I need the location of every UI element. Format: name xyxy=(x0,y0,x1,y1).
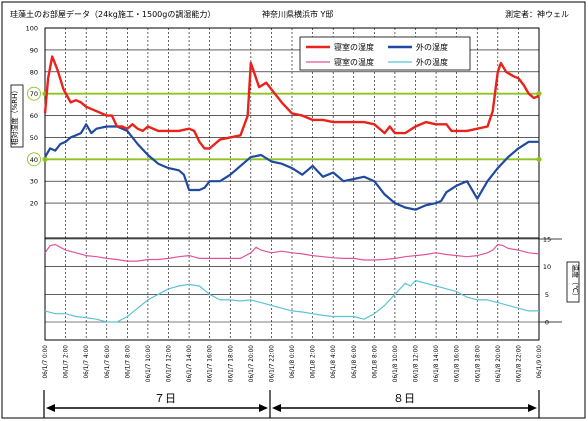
day7-arrow xyxy=(46,404,268,412)
x-tick-label: 06/1/8 14:00 xyxy=(434,345,440,383)
x-tick-label: 06/1/8 10:00 xyxy=(393,345,399,383)
highlight-ring xyxy=(27,152,41,167)
series-line-outdoor-temperature xyxy=(44,279,539,323)
chart-title: 珪藻土のお部屋データ（24kg施工・1500gの調湿能力） xyxy=(10,9,215,19)
x-tick-label: 06/1/8 18:00 xyxy=(475,345,481,383)
x-tick-label: 06/1/8 8:00 xyxy=(372,345,378,379)
humidity-tick-label: 90 xyxy=(30,46,38,54)
humidity-tick-labels: 20 30 40 50 60 70 80 90 100 xyxy=(26,25,41,208)
legend-item-bedroom-humidity: 寝室の湿度 xyxy=(306,42,374,52)
x-tick-labels: 06/1/7 0:00 06/1/7 2:00 06/1/7 4:00 06/1/7 … xyxy=(43,345,543,383)
x-tick-label: 06/1/7 18:00 xyxy=(228,345,234,383)
temperature-tick-labels: 0 5 10 15 xyxy=(543,236,551,327)
temperature-tick-label: 10 xyxy=(543,263,551,271)
legend-item-bedroom-temperature: 寝室の温度 xyxy=(306,57,374,67)
x-tick-label: 06/1/8 6:00 xyxy=(352,345,358,379)
humidity-tick-label: 70 xyxy=(30,90,38,98)
x-tick-label: 06/1/8 2:00 xyxy=(311,345,317,379)
day7-label: ７日 xyxy=(154,392,176,405)
x-tick-label: 06/1/7 6:00 xyxy=(105,345,111,379)
humidity-tick-label: 40 xyxy=(30,156,38,164)
day8-label: ８日 xyxy=(393,392,415,405)
x-tick-label: 06/1/8 22:00 xyxy=(516,345,522,383)
x-tick-label: 06/1/7 4:00 xyxy=(84,345,90,379)
legend-label: 外の温度 xyxy=(416,57,448,67)
humidity-tick-label: 30 xyxy=(30,178,38,186)
temperature-tick-label: 0 xyxy=(545,319,549,327)
series-line-bedroom-temperature xyxy=(44,243,540,262)
series-line-outdoor-humidity xyxy=(44,123,539,211)
humidity-axis-label-box xyxy=(10,84,24,148)
x-tick-label: 06/1/7 10:00 xyxy=(146,345,152,383)
temperature-axis-label: 温度（℃） xyxy=(571,264,580,300)
series-lines xyxy=(43,55,540,323)
x-tick-label: 06/1/8 4:00 xyxy=(331,345,337,379)
x-tick-label: 06/1/8 20:00 xyxy=(496,345,502,383)
x-tick-label: 06/1/7 22:00 xyxy=(269,345,275,383)
legend-label: 外の湿度 xyxy=(416,42,448,52)
reference-marker xyxy=(42,156,48,162)
humidity-axis-label: 相対湿度（%RH） xyxy=(10,87,19,146)
humidity-tick-label: 50 xyxy=(30,134,38,142)
temperature-tick-label: 15 xyxy=(543,236,551,244)
location-label: 神奈川県横浜市 Y邸 xyxy=(262,9,333,19)
reference-marker xyxy=(536,156,542,162)
x-tick-label: 06/1/7 8:00 xyxy=(125,345,131,379)
legend-label: 寝室の温度 xyxy=(334,57,374,67)
series-line-bedroom-humidity xyxy=(43,55,540,150)
x-tick-label: 06/1/8 0:00 xyxy=(290,345,296,379)
legend-label: 寝室の湿度 xyxy=(334,42,374,52)
x-tick-label: 06/1/7 2:00 xyxy=(64,345,70,379)
x-tick-label: 06/1/8 16:00 xyxy=(455,345,461,383)
x-tick-label: 06/1/7 0:00 xyxy=(43,345,49,379)
temperature-axis-label-box xyxy=(566,261,580,303)
temperature-tick-label: 5 xyxy=(545,291,549,299)
legend-item-outdoor-humidity: 外の湿度 xyxy=(388,42,448,52)
legend-item-outdoor-temperature: 外の温度 xyxy=(388,57,448,67)
humidity-tick-label: 100 xyxy=(26,25,38,33)
humidity-tick-label: 60 xyxy=(30,112,38,120)
highlight-ring xyxy=(27,86,41,101)
measurer-label: 測定者：神ウェル xyxy=(505,9,569,19)
humidity-tick-label: 80 xyxy=(30,68,38,76)
reference-lines xyxy=(42,91,542,162)
x-tick-label: 06/1/7 12:00 xyxy=(167,345,173,383)
reference-marker xyxy=(536,91,542,97)
x-tick-label: 06/1/7 16:00 xyxy=(208,345,214,383)
legend-box xyxy=(299,36,471,71)
x-tick-label: 06/1/7 14:00 xyxy=(187,345,193,383)
day8-arrow xyxy=(272,404,537,412)
x-tick-label: 06/1/8 12:00 xyxy=(414,345,420,383)
x-tick-label: 06/1/7 20:00 xyxy=(249,345,255,383)
x-tick-label: 06/1/9 0:00 xyxy=(537,345,543,379)
humidity-tick-label: 20 xyxy=(30,200,38,208)
